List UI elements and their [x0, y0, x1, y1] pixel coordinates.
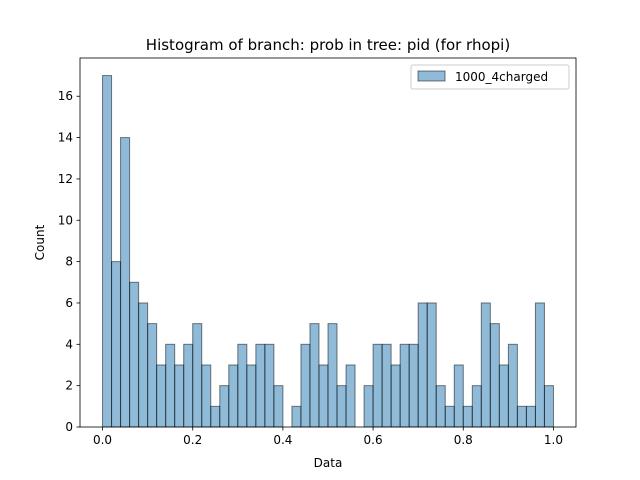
- histogram-bar: [120, 137, 131, 428]
- histogram-bar: [192, 323, 203, 428]
- histogram-bar: [417, 302, 428, 428]
- legend-box: [410, 64, 570, 90]
- legend-label: 1000_4charged: [455, 70, 548, 84]
- y-tick-label: 6: [65, 296, 73, 310]
- histogram-bar: [300, 343, 311, 428]
- histogram-bar: [426, 302, 437, 428]
- y-tick-label: 12: [58, 172, 73, 186]
- histogram-bar: [210, 405, 221, 428]
- y-tick-label: 10: [58, 213, 73, 227]
- histogram-bar: [273, 385, 284, 428]
- histogram-bar: [147, 323, 158, 428]
- histogram-bar: [102, 75, 113, 428]
- histogram-bar: [408, 343, 419, 428]
- histogram-bar: [453, 364, 464, 428]
- histogram-bar: [318, 364, 329, 428]
- y-tick-label: 0: [65, 420, 73, 434]
- y-ticks-group: 0 2 4 6 8 10 12 14 16: [58, 89, 80, 434]
- histogram-bar: [228, 364, 239, 428]
- x-ticks-group: 0.0 0.2 0.4 0.6 0.8 1.0: [93, 427, 563, 447]
- y-tick-label: 16: [58, 89, 73, 103]
- histogram-bar: [480, 302, 491, 428]
- y-tick-label: 4: [65, 337, 73, 351]
- histogram-bar: [516, 405, 527, 428]
- histogram-bar: [489, 323, 500, 428]
- histogram-bar: [165, 343, 176, 428]
- x-tick-label: 0.6: [364, 433, 383, 447]
- y-tick-label: 14: [58, 131, 73, 145]
- histogram-bar: [363, 385, 374, 428]
- histogram-bar: [129, 281, 140, 428]
- histogram-bar: [264, 343, 275, 428]
- histogram-bar: [399, 343, 410, 428]
- histogram-bar: [525, 405, 536, 428]
- histogram-bar: [336, 385, 347, 428]
- y-tick-label: 2: [65, 379, 73, 393]
- histogram-bar: [534, 302, 545, 428]
- x-tick-label: 0.0: [93, 433, 112, 447]
- histogram-bar: [237, 343, 248, 428]
- histogram-bar: [543, 385, 554, 428]
- histogram-bar: [327, 323, 338, 428]
- histogram-bar: [381, 343, 392, 428]
- histogram-bar: [345, 364, 356, 428]
- histogram-bar: [174, 364, 185, 428]
- histogram-bar: [183, 343, 194, 428]
- histogram-bar: [435, 385, 446, 428]
- histogram-bar: [219, 385, 230, 428]
- histogram-bar: [291, 405, 302, 428]
- histogram-bar: [138, 302, 149, 428]
- histogram-bar: [498, 364, 509, 428]
- y-axis-label: Count: [33, 224, 47, 260]
- chart-title: Histogram of branch: prob in tree: pid (…: [146, 36, 510, 54]
- x-tick-label: 1.0: [544, 433, 563, 447]
- x-axis-label: Data: [314, 456, 343, 470]
- plot-frame: [79, 57, 577, 428]
- histogram-bar: [111, 261, 122, 428]
- legend-swatch: [417, 70, 446, 82]
- x-tick-label: 0.2: [183, 433, 202, 447]
- histogram-bar: [507, 343, 518, 428]
- histogram-bar: [255, 343, 266, 428]
- histogram-bar: [372, 343, 383, 428]
- histogram-bar: [444, 405, 455, 428]
- legend: 1000_4charged: [410, 64, 570, 90]
- histogram-bar: [201, 364, 212, 428]
- x-tick-label: 0.4: [273, 433, 292, 447]
- histogram-bar: [246, 364, 257, 428]
- x-tick-label: 0.8: [454, 433, 473, 447]
- histogram-bar: [462, 405, 473, 428]
- histogram-bar: [390, 364, 401, 428]
- histogram-bar: [309, 323, 320, 428]
- y-tick-label: 8: [65, 255, 73, 269]
- histogram-bar: [471, 385, 482, 428]
- histogram-bar: [156, 364, 167, 428]
